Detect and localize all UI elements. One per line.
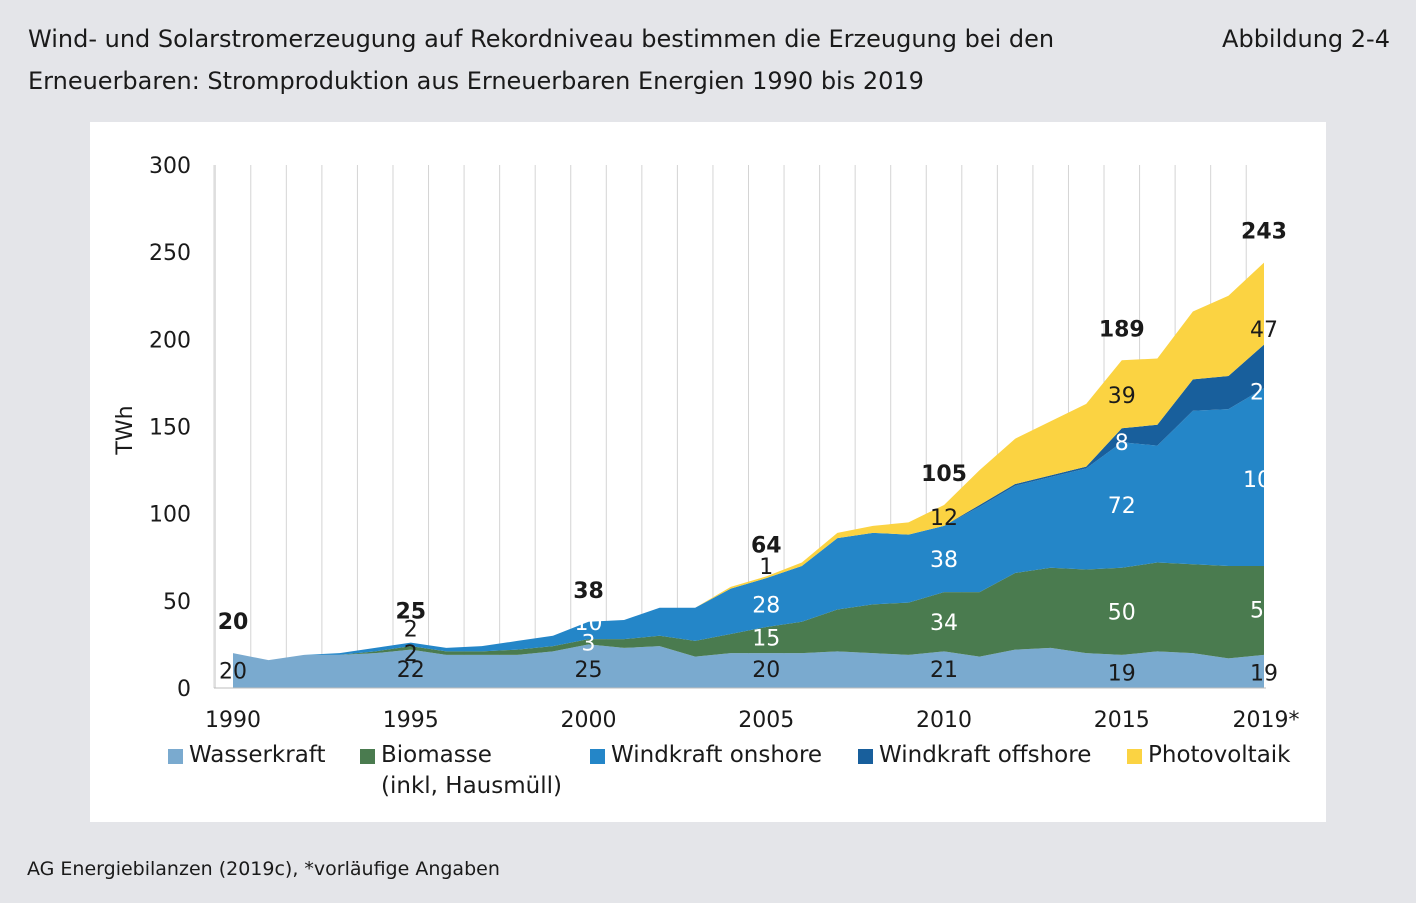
series-area-2 [233, 562, 1264, 661]
total-label: 25 [395, 600, 426, 625]
x-tick-label: 2015 [1094, 708, 1150, 733]
y-tick-label: 50 [163, 590, 191, 615]
header: Wind- und Solarstromerzeugung auf Rekord… [0, 0, 1416, 116]
x-tick-label: 2019* [1233, 708, 1300, 733]
chart-legend: Wasserkraft Biomasse (inkl, Hausmüll) Wind… [0, 740, 1416, 810]
y-tick-label: 0 [177, 677, 191, 702]
legend-label: Windkraft onshore [611, 742, 823, 768]
data-label: 2 [404, 642, 418, 667]
data-label: 38 [930, 548, 958, 573]
y-axis-label: TWh [113, 405, 138, 455]
data-label: 51 [1250, 599, 1278, 624]
legend-swatch [1127, 749, 1142, 764]
data-label: 20 [219, 660, 247, 685]
legend-label: Photovoltaik [1148, 742, 1291, 768]
legend-label: Biomasse (inkl, Hausmüll) [381, 742, 562, 799]
data-label: 25 [1250, 381, 1278, 406]
total-label: 189 [1099, 317, 1145, 342]
data-label: 19 [1250, 661, 1278, 686]
footer: AG Energiebilanzen (2019c), *vorläufige … [0, 830, 1416, 903]
data-label: 2 [404, 618, 418, 643]
y-tick-label: 250 [149, 241, 191, 266]
legend-swatch [168, 749, 183, 764]
legend-swatch [858, 749, 873, 764]
y-tick-label: 150 [149, 416, 191, 441]
data-label: 19 [1108, 661, 1136, 686]
x-tick-label: 1990 [205, 708, 261, 733]
data-label: 28 [752, 593, 780, 618]
legend-label: Windkraft offshore [879, 742, 1092, 768]
x-tick-label: 2010 [916, 708, 972, 733]
data-label: 15 [752, 626, 780, 651]
y-tick-label: 200 [149, 328, 191, 353]
x-tick-label: 2005 [738, 708, 794, 733]
data-label: 8 [1115, 431, 1129, 456]
legend-label: Wasserkraft [189, 742, 326, 768]
legend-swatch [590, 749, 605, 764]
x-tick-label: 2000 [561, 708, 617, 733]
y-tick-label: 300 [149, 154, 191, 179]
legend-item: Photovoltaik [1127, 740, 1291, 771]
data-label: 1 [759, 555, 773, 580]
data-label: 20 [752, 658, 780, 683]
legend-item: Biomasse (inkl, Hausmüll) [360, 740, 562, 802]
data-label: 3 [582, 632, 596, 657]
data-label: 22 [397, 658, 425, 683]
total-label: 38 [573, 579, 604, 604]
data-label: 47 [1250, 318, 1278, 343]
data-label: 10 [575, 611, 603, 636]
data-label: 12 [930, 506, 958, 531]
figure-number: Abbildung 2-4 [1222, 25, 1390, 53]
data-label: 39 [1108, 384, 1136, 409]
total-label: 64 [751, 533, 782, 558]
total-label: 105 [921, 462, 967, 487]
data-label: 21 [930, 658, 958, 683]
series-area-1 [233, 644, 1264, 688]
total-label: 20 [218, 610, 249, 635]
legend-item: Wasserkraft [168, 740, 326, 771]
data-label: 50 [1108, 600, 1136, 625]
y-tick-label: 100 [149, 503, 191, 528]
legend-swatch [360, 749, 375, 764]
data-label: 72 [1108, 494, 1136, 519]
series-area-3 [233, 388, 1264, 661]
series-area-5 [233, 262, 1264, 661]
data-label: 34 [930, 611, 958, 636]
data-label: 102 [1243, 468, 1285, 493]
data-label: 25 [575, 658, 603, 683]
legend-item: Windkraft offshore [858, 740, 1091, 771]
chart-title: Wind- und Solarstromerzeugung auf Rekord… [28, 25, 1055, 95]
source-note: AG Energiebilanzen (2019c), *vorläufige … [27, 858, 500, 880]
x-tick-label: 1995 [383, 708, 439, 733]
legend-item: Windkraft onshore [590, 740, 822, 771]
total-label: 243 [1241, 220, 1287, 245]
